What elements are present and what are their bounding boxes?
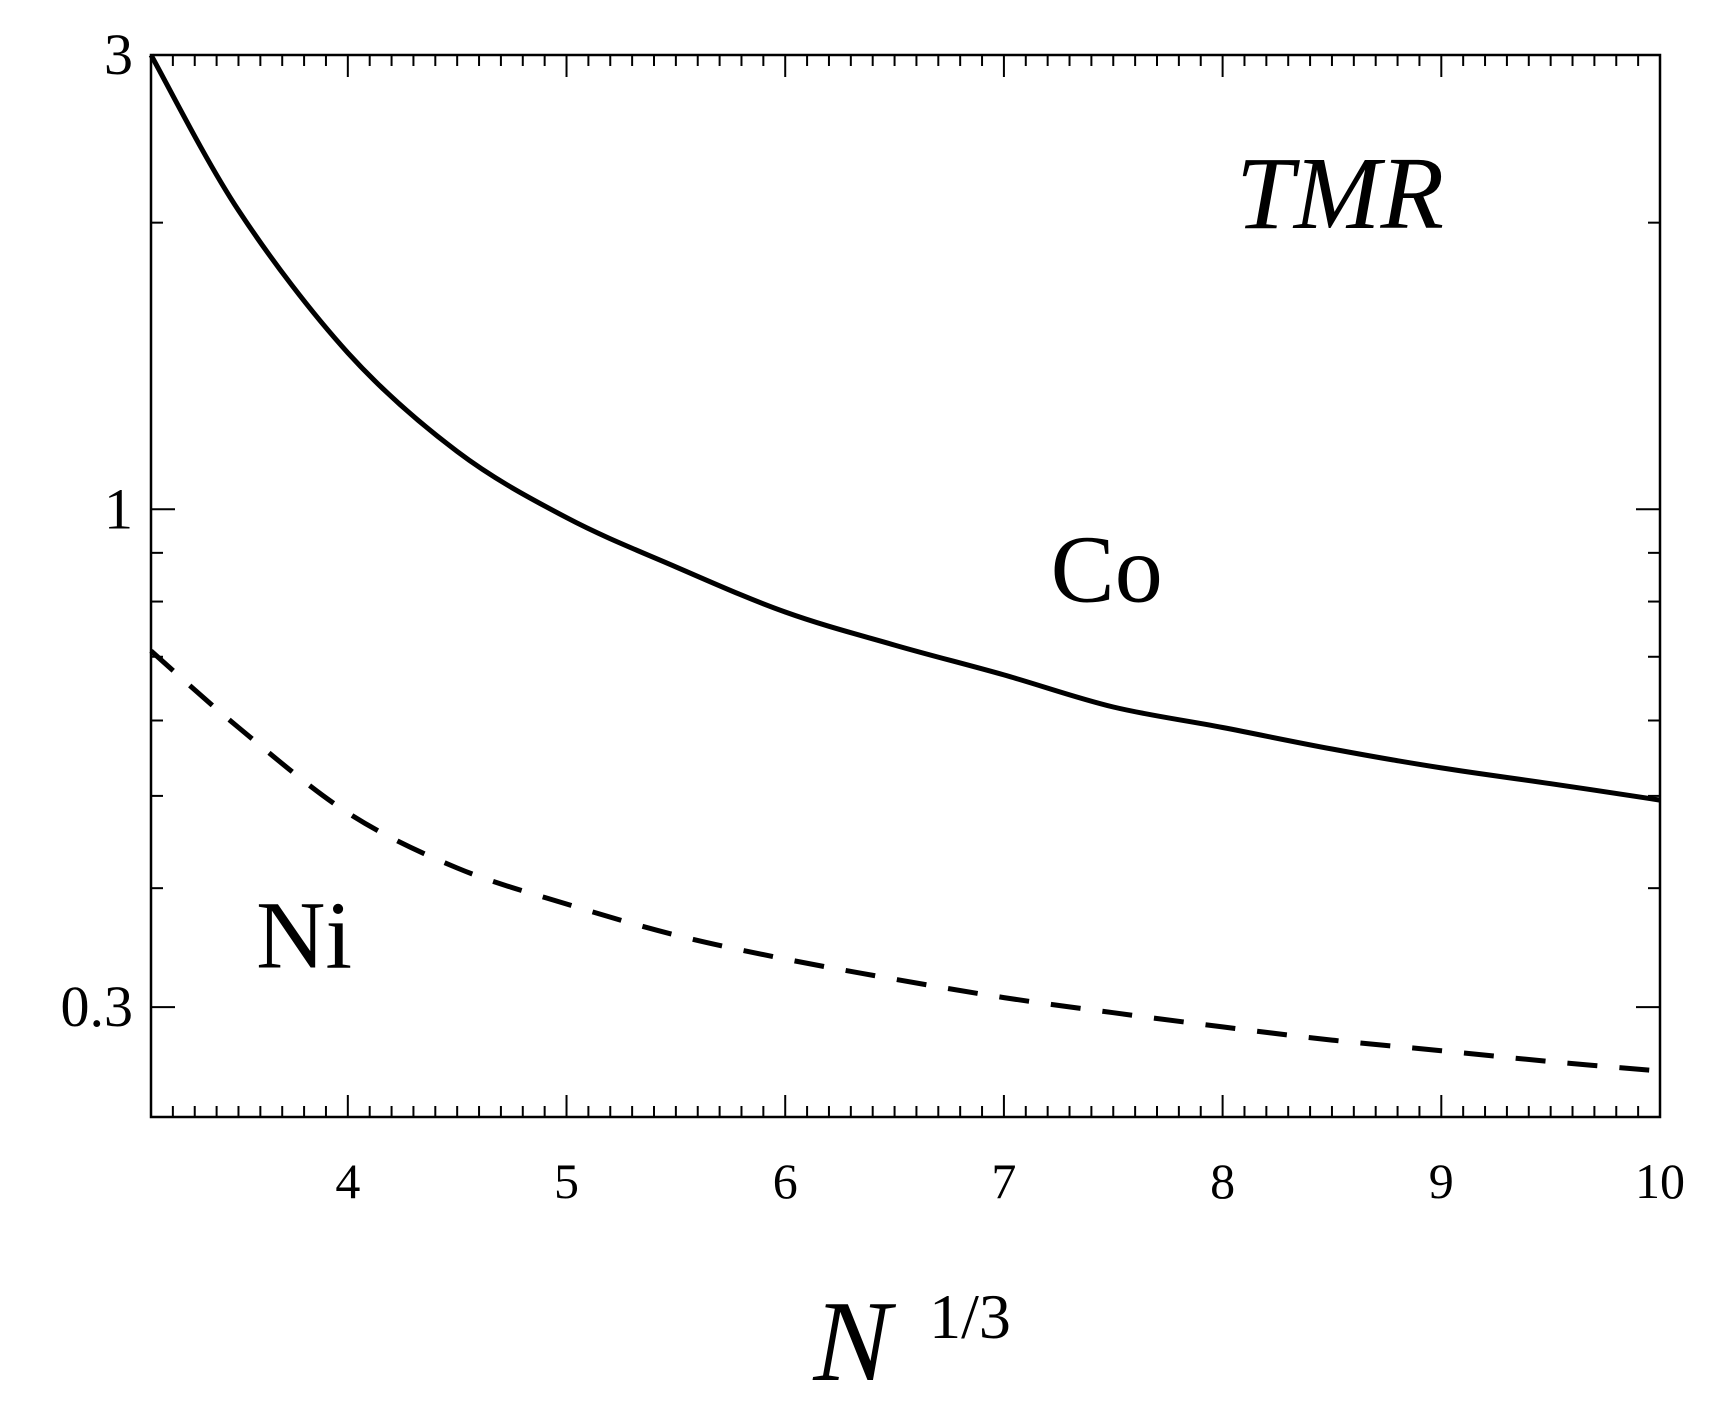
x-tick-label: 6 <box>773 1153 798 1209</box>
x-tick-label: 5 <box>554 1153 579 1209</box>
series-label-ni: Ni <box>256 882 352 989</box>
tmr-annotation: TMR <box>1236 136 1444 251</box>
series-co-line <box>148 53 1661 803</box>
x-tick-label: 10 <box>1635 1153 1685 1209</box>
y-tick-label: 0.3 <box>61 974 134 1039</box>
x-tick-label: 7 <box>991 1153 1016 1209</box>
x-tick-label: 4 <box>335 1153 360 1209</box>
y-tick-label: 3 <box>104 22 133 87</box>
x-axis-label-exponent: 1/3 <box>929 1281 1011 1352</box>
x-axis-label-base: N <box>812 1278 896 1406</box>
x-tick-label: 9 <box>1429 1153 1454 1209</box>
series-label-co: Co <box>1051 516 1163 623</box>
plot-frame <box>149 53 1662 1119</box>
series-ni-line <box>149 649 1661 1074</box>
y-tick-label: 1 <box>104 476 133 541</box>
x-tick-label: 8 <box>1210 1153 1235 1209</box>
